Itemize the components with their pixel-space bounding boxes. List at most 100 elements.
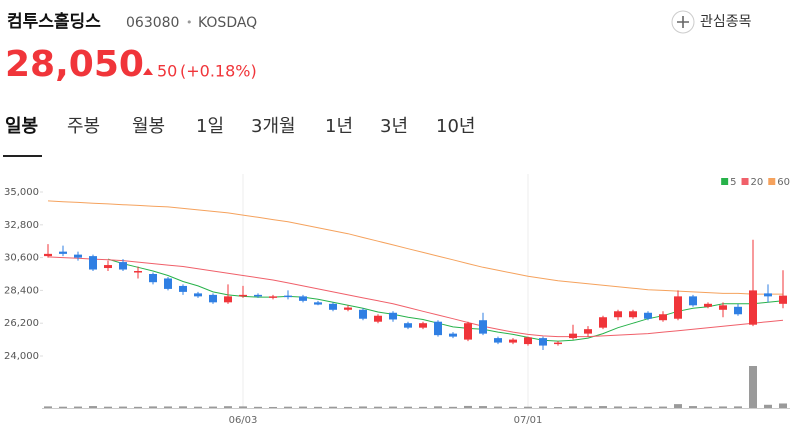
volume-bar — [434, 406, 442, 408]
volume-bar — [74, 406, 82, 408]
candle-body — [704, 303, 712, 307]
moving-average-line — [47, 256, 784, 338]
tab[interactable]: 일봉 — [5, 116, 38, 137]
candle-body — [119, 262, 127, 270]
candle-body — [539, 338, 547, 346]
candle-body — [359, 309, 367, 319]
volume-bar — [614, 406, 622, 408]
volume-bar — [149, 406, 157, 408]
volume-bar — [584, 406, 592, 408]
candle-body — [779, 295, 787, 304]
y-tick-label: 28,400 — [4, 285, 39, 296]
volume-bar — [44, 406, 52, 408]
legend-label: 60 — [777, 177, 790, 188]
candle-body — [764, 293, 772, 297]
candle-body — [374, 315, 382, 322]
candle-body — [584, 329, 592, 334]
candle-body — [239, 294, 247, 297]
candle-body — [449, 333, 457, 337]
volume-bar — [644, 406, 652, 408]
volume-bar — [299, 406, 307, 408]
candle-body — [554, 342, 562, 345]
moving-average-line — [107, 258, 784, 342]
volume-bar — [164, 406, 172, 408]
candle-body — [674, 296, 682, 319]
volume-bar — [314, 406, 322, 408]
volume-bar — [689, 406, 697, 408]
volume-bar — [539, 406, 547, 408]
volume-bar — [89, 406, 97, 408]
candle-body — [569, 333, 577, 339]
volume-bar — [554, 406, 562, 408]
volume-bar — [389, 406, 397, 408]
candle-body — [314, 302, 322, 305]
stock-name: 컴투스홀딩스 — [7, 11, 101, 32]
change-percent: (+0.18%) — [180, 62, 257, 81]
tab[interactable]: 3개월 — [251, 116, 296, 137]
volume-bar — [359, 406, 367, 408]
volume-bar — [719, 406, 727, 408]
volume-bar — [509, 406, 517, 408]
volume-bar — [269, 406, 277, 408]
volume-bar — [419, 406, 427, 408]
volume-bar — [374, 406, 382, 408]
volume-bar — [194, 406, 202, 408]
tab[interactable]: 월봉 — [132, 116, 165, 137]
candle-body — [104, 265, 112, 269]
volume-bar — [704, 406, 712, 408]
volume-bar — [344, 406, 352, 408]
volume-bar — [134, 406, 142, 408]
tab[interactable]: 10년 — [436, 116, 475, 137]
legend-label: 20 — [751, 177, 764, 188]
candle-body — [59, 251, 67, 254]
change: 50 — [157, 62, 177, 81]
candle-body — [74, 254, 82, 258]
candle-body — [389, 312, 397, 320]
tab[interactable]: 주봉 — [67, 116, 100, 137]
volume-bar — [674, 404, 682, 408]
separator: • — [186, 16, 193, 29]
volume-bar — [239, 406, 247, 408]
candle-body — [734, 306, 742, 315]
candle-body — [614, 311, 622, 318]
volume-bar — [329, 406, 337, 408]
volume-bar — [629, 406, 637, 408]
candle-body — [164, 278, 172, 289]
candle-body — [254, 294, 262, 297]
legend-swatch — [768, 178, 776, 185]
price: 28,050 — [5, 44, 144, 85]
candle-body — [524, 337, 532, 345]
volume-bar — [179, 406, 187, 408]
candle-body — [134, 271, 142, 273]
volume-bar — [779, 403, 787, 408]
candle-body — [644, 312, 652, 319]
candle-body — [44, 253, 52, 257]
candle-body — [479, 320, 487, 334]
stock-code: 063080 — [126, 15, 179, 31]
tab[interactable]: 3년 — [380, 116, 408, 137]
candle-body — [689, 296, 697, 306]
y-tick-label: 32,800 — [4, 220, 39, 231]
candle-body — [284, 295, 292, 298]
volume-bar — [524, 406, 532, 408]
market: KOSDAQ — [198, 15, 257, 31]
watch-label: 관심종목 — [700, 14, 752, 30]
volume-bar — [449, 406, 457, 408]
candle-body — [344, 307, 352, 310]
volume-bar — [749, 366, 757, 408]
watch-button[interactable]: 관심종목 — [671, 10, 752, 34]
candle-body — [329, 303, 337, 310]
tab[interactable]: 1년 — [325, 116, 353, 137]
candle-body — [629, 311, 637, 318]
volume-bar — [209, 406, 217, 408]
volume-bar — [494, 406, 502, 408]
volume-bar — [224, 406, 232, 408]
candle-body — [464, 323, 472, 340]
candle-body — [749, 290, 757, 325]
candle-body — [404, 323, 412, 328]
candle-body — [494, 338, 502, 343]
volume-bar — [404, 406, 412, 408]
tabs: 일봉 주봉 월봉 1일 3개월 1년 3년 10년 — [5, 116, 475, 137]
tab[interactable]: 1일 — [196, 116, 224, 137]
